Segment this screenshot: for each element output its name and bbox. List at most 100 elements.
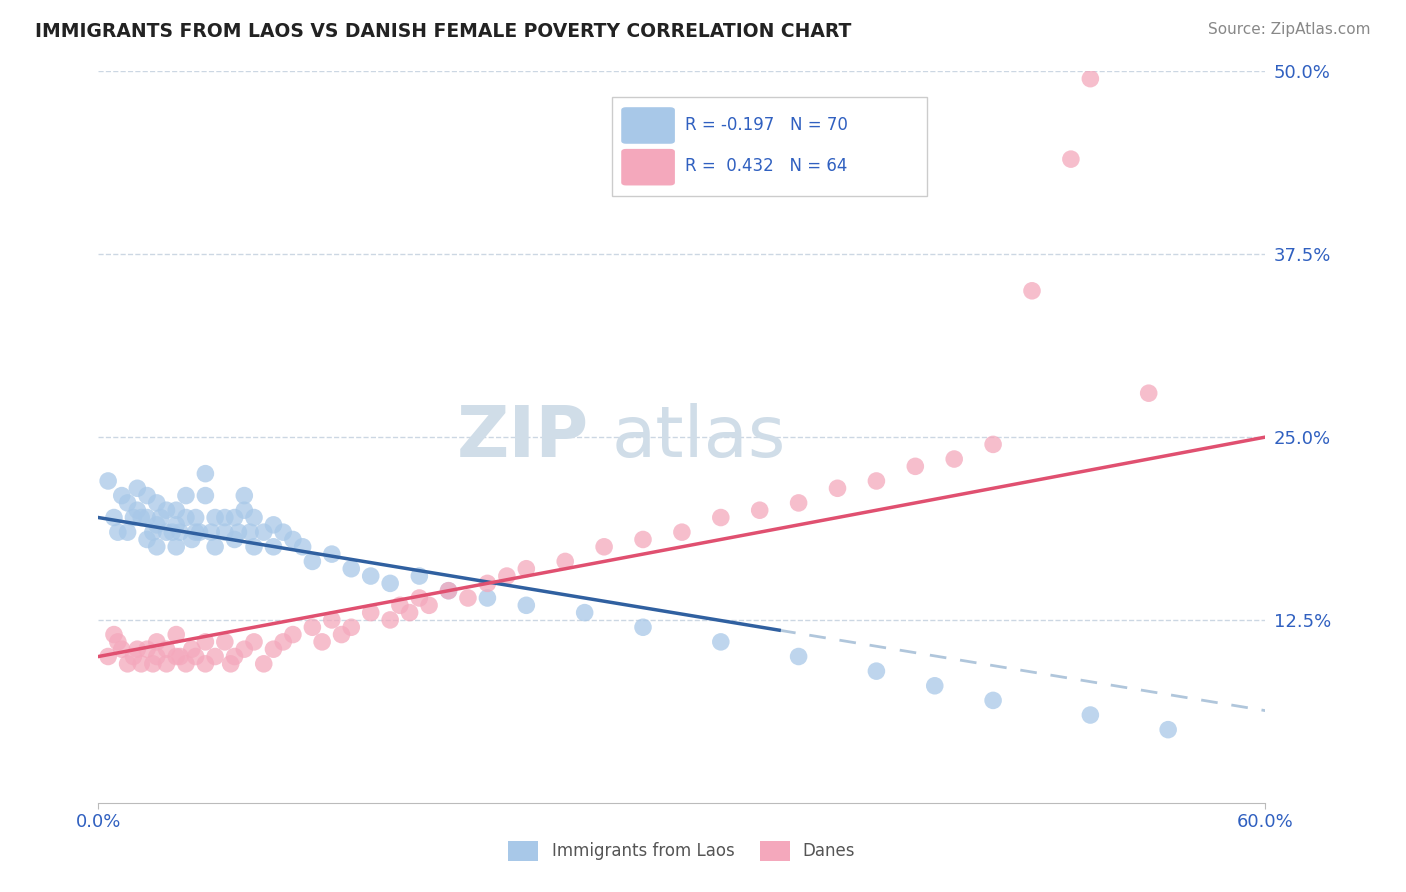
Point <box>155 642 177 657</box>
Point <box>214 510 236 524</box>
Point <box>243 510 266 524</box>
Point <box>129 657 152 671</box>
Point <box>204 649 226 664</box>
Point <box>155 525 177 540</box>
Point <box>184 525 207 540</box>
Point <box>194 635 217 649</box>
Point <box>165 649 187 664</box>
Point <box>380 613 402 627</box>
Point <box>194 657 217 671</box>
Point <box>1021 284 1043 298</box>
Point <box>904 459 927 474</box>
Point <box>239 525 262 540</box>
Point <box>311 635 333 649</box>
Point <box>214 635 236 649</box>
Point <box>224 510 246 524</box>
Point <box>437 583 460 598</box>
Text: Source: ZipAtlas.com: Source: ZipAtlas.com <box>1208 22 1371 37</box>
Text: IMMIGRANTS FROM LAOS VS DANISH FEMALE POVERTY CORRELATION CHART: IMMIGRANTS FROM LAOS VS DANISH FEMALE PO… <box>35 22 852 41</box>
Point <box>136 533 159 547</box>
Point <box>165 540 187 554</box>
Point <box>262 642 284 657</box>
Point <box>188 525 211 540</box>
Point <box>127 481 149 495</box>
Point <box>281 533 304 547</box>
Point <box>136 510 159 524</box>
Point <box>281 627 304 641</box>
Point <box>271 525 294 540</box>
Point <box>149 510 172 524</box>
Point <box>398 606 420 620</box>
Point <box>291 540 314 554</box>
Point <box>174 489 197 503</box>
Point <box>710 635 733 649</box>
Point <box>301 554 323 568</box>
Point <box>97 474 120 488</box>
Point <box>142 657 165 671</box>
Point <box>129 510 152 524</box>
Point <box>117 657 139 671</box>
Point <box>165 517 187 532</box>
Point <box>224 533 246 547</box>
Point <box>107 525 129 540</box>
Point <box>174 510 197 524</box>
Point <box>496 569 519 583</box>
Point <box>340 562 363 576</box>
Point <box>380 576 402 591</box>
Point <box>593 540 616 554</box>
Point <box>340 620 363 634</box>
Point <box>924 679 946 693</box>
Point <box>184 510 207 524</box>
Point <box>574 606 596 620</box>
Point <box>631 620 654 634</box>
Point <box>748 503 770 517</box>
Point <box>200 525 222 540</box>
FancyBboxPatch shape <box>612 97 927 195</box>
Point <box>180 642 202 657</box>
Point <box>408 591 430 605</box>
Point <box>184 649 207 664</box>
Point <box>943 452 966 467</box>
Point <box>162 525 184 540</box>
Point <box>330 627 353 641</box>
Point <box>631 533 654 547</box>
Text: ZIP: ZIP <box>457 402 589 472</box>
Point <box>1137 386 1160 401</box>
Point <box>219 657 242 671</box>
Point <box>103 510 125 524</box>
Point <box>127 503 149 517</box>
Point <box>146 517 169 532</box>
Point <box>204 510 226 524</box>
Point <box>111 642 134 657</box>
Point <box>169 649 191 664</box>
Point <box>136 489 159 503</box>
Point <box>155 503 177 517</box>
Point <box>233 503 256 517</box>
Point <box>122 649 145 664</box>
Point <box>1060 152 1083 166</box>
Point <box>477 591 499 605</box>
Point <box>360 569 382 583</box>
Point <box>243 635 266 649</box>
FancyBboxPatch shape <box>621 149 675 186</box>
Point <box>146 496 169 510</box>
Text: R = -0.197   N = 70: R = -0.197 N = 70 <box>685 116 848 134</box>
Point <box>418 599 440 613</box>
Point <box>169 525 191 540</box>
Point <box>194 489 217 503</box>
Point <box>127 642 149 657</box>
Point <box>107 635 129 649</box>
Point <box>710 510 733 524</box>
Point <box>457 591 479 605</box>
Point <box>515 599 537 613</box>
Point <box>97 649 120 664</box>
Point <box>981 693 1004 707</box>
Text: R =  0.432   N = 64: R = 0.432 N = 64 <box>685 158 848 176</box>
Point <box>515 562 537 576</box>
Point <box>146 540 169 554</box>
Point <box>865 474 887 488</box>
Point <box>146 635 169 649</box>
Point <box>253 657 276 671</box>
Point <box>388 599 411 613</box>
Point <box>165 503 187 517</box>
